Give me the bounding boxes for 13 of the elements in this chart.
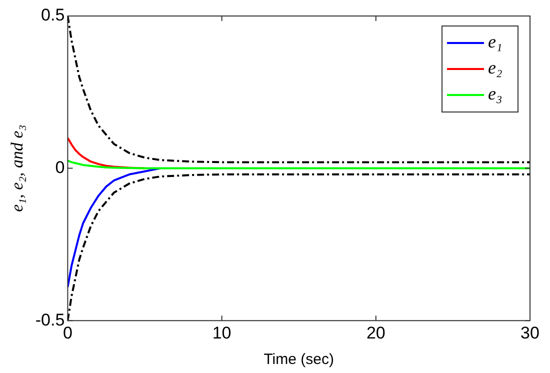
legend-label: e₁ [488,32,502,52]
line-series [68,173,530,321]
line-series [68,16,530,164]
y-tick-label: 0 [55,158,65,177]
y-tick-label: -0.5 [35,310,65,330]
legend-label: e₃ [488,84,502,104]
x-axis-title: Time (sec) [264,351,334,368]
y-tick-label: 0.5 [41,6,65,25]
y-axis-title: e₁, e₂, and e₃ [8,124,27,212]
x-tick-label: 30 [520,323,540,342]
legend-label: e₂ [488,58,502,78]
x-tick-label: 20 [366,323,386,342]
x-tick-label: 10 [212,323,232,342]
